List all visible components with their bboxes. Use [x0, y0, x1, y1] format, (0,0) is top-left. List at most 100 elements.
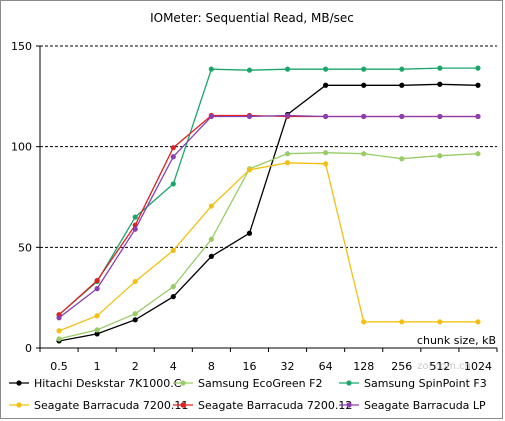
data-point [284, 160, 291, 166]
data-point [437, 153, 443, 159]
legend-label: Seagate Barracuda 7200.11 [34, 399, 188, 412]
chart-title: IOMeter: Sequential Read, MB/sec [150, 11, 354, 25]
data-point [246, 230, 253, 236]
x-tick-label: 256 [391, 360, 412, 373]
x-tick-label: 2 [132, 360, 139, 373]
series-line [58, 114, 478, 316]
legend-item: Samsung EcoGreen F2 [173, 377, 322, 390]
data-point [56, 328, 62, 334]
data-point [208, 203, 214, 209]
legend-label: Samsung SpinPoint F3 [364, 377, 487, 390]
data-point [361, 66, 367, 72]
data-point [246, 167, 253, 173]
series-line [58, 83, 479, 342]
grid-lines [40, 45, 497, 248]
watermark: zol.com.cn [417, 361, 471, 372]
data-point [208, 113, 214, 120]
data-point [361, 82, 367, 88]
data-point [284, 112, 291, 119]
legend-label: Hitachi Deskstar 7K1000.C [34, 377, 182, 390]
data-point [56, 336, 62, 342]
data-point [246, 113, 253, 120]
data-point [323, 82, 329, 88]
data-point [170, 154, 176, 160]
data-point [94, 331, 100, 337]
y-tick-label: 0 [25, 342, 32, 355]
series-0 [56, 81, 481, 344]
series-5 [56, 112, 481, 321]
x-axis-label: chunk size, kB [417, 334, 496, 347]
legend-item: Hitachi Deskstar 7K1000.C [9, 377, 182, 390]
data-point [475, 319, 481, 325]
data-point [208, 66, 214, 72]
data-point [399, 66, 405, 72]
x-tick-label: 1 [94, 360, 101, 373]
data-point [437, 319, 443, 325]
legend-swatch-marker [346, 380, 352, 386]
data-point [132, 214, 138, 220]
series-3 [56, 160, 481, 334]
y-tick-label: 50 [18, 241, 32, 254]
legend-item: Seagate Barracuda 7200.11 [9, 399, 188, 412]
data-point [323, 113, 329, 120]
data-point [361, 151, 367, 157]
x-tick-label: 8 [208, 360, 215, 373]
data-point [284, 66, 291, 72]
series-4 [56, 112, 481, 318]
data-point [437, 65, 443, 71]
legend-swatch-marker [16, 402, 22, 408]
legend-label: Seagate Barracuda LP [364, 399, 486, 412]
data-point [284, 151, 291, 157]
x-tick-label: 128 [353, 360, 374, 373]
data-point [170, 145, 176, 151]
data-point [399, 156, 405, 162]
y-tick-label: 100 [11, 141, 32, 154]
series-line [58, 114, 478, 319]
data-point [475, 113, 481, 120]
data-point [475, 82, 481, 88]
x-tick-label: 0.5 [50, 360, 68, 373]
x-tick-label: 512 [429, 360, 450, 373]
legend-swatch-marker [346, 402, 352, 408]
legend-swatch-marker [180, 380, 186, 386]
legend-swatch-marker [180, 402, 186, 408]
data-point [170, 283, 176, 290]
data-point [323, 66, 329, 72]
data-point [475, 151, 481, 157]
legend-item: Seagate Barracuda LP [339, 399, 486, 412]
legend-item: Seagate Barracuda 7200.12 [173, 399, 352, 412]
data-point [170, 247, 176, 253]
data-point [246, 67, 253, 73]
data-point [56, 315, 62, 321]
x-tick-label: 4 [170, 360, 177, 373]
data-point [208, 253, 214, 259]
data-point [94, 277, 100, 284]
data-point [94, 327, 100, 333]
data-point [361, 113, 367, 120]
series-line [58, 152, 479, 340]
data-point [94, 313, 100, 319]
legend-label: Samsung EcoGreen F2 [198, 377, 322, 390]
legend-item: Samsung SpinPoint F3 [339, 377, 487, 390]
data-point [208, 236, 214, 242]
data-point [132, 317, 138, 323]
data-point [132, 278, 138, 285]
data-point [132, 226, 138, 232]
x-tick-label: 1024 [464, 360, 492, 373]
data-point [323, 161, 329, 167]
series-2 [56, 65, 481, 318]
series-line [58, 162, 478, 332]
series-1 [56, 150, 481, 342]
data-point [323, 150, 329, 156]
data-point [132, 311, 138, 317]
data-point [361, 319, 367, 325]
legend-label: Seagate Barracuda 7200.12 [198, 399, 352, 412]
series-lines [56, 65, 481, 344]
data-point [437, 81, 443, 87]
axes: 0 50 100 150 0.5 1 2 4 8 16 32 64 128 256 512 1024 [11, 40, 498, 373]
data-point [475, 65, 481, 71]
x-tick-label: 32 [281, 360, 295, 373]
legend: Hitachi Deskstar 7K1000.C Samsung EcoGree… [9, 377, 487, 412]
